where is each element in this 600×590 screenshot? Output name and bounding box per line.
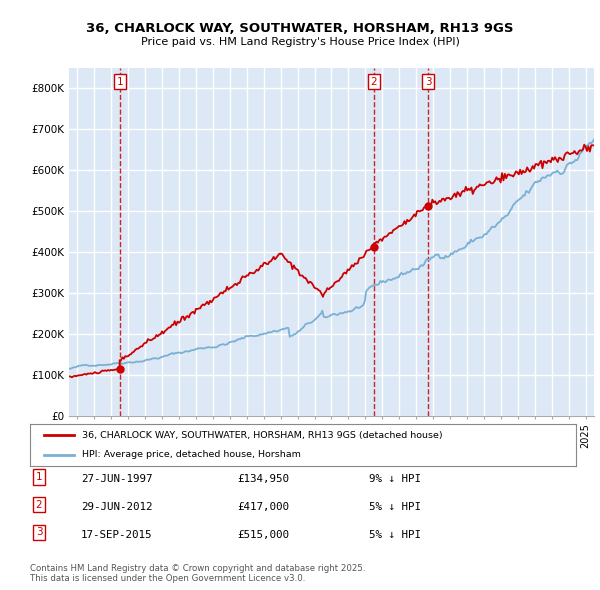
Text: £417,000: £417,000	[237, 502, 289, 512]
Text: 1: 1	[35, 472, 43, 482]
Text: 17-SEP-2015: 17-SEP-2015	[81, 530, 152, 540]
Text: £515,000: £515,000	[237, 530, 289, 540]
Text: 36, CHARLOCK WAY, SOUTHWATER, HORSHAM, RH13 9GS: 36, CHARLOCK WAY, SOUTHWATER, HORSHAM, R…	[86, 22, 514, 35]
Text: Price paid vs. HM Land Registry's House Price Index (HPI): Price paid vs. HM Land Registry's House …	[140, 37, 460, 47]
Text: 9% ↓ HPI: 9% ↓ HPI	[369, 474, 421, 484]
Text: HPI: Average price, detached house, Horsham: HPI: Average price, detached house, Hors…	[82, 450, 301, 459]
Text: £134,950: £134,950	[237, 474, 289, 484]
Text: 3: 3	[425, 77, 431, 87]
Text: 3: 3	[35, 527, 43, 537]
Text: 2: 2	[35, 500, 43, 510]
Text: 5% ↓ HPI: 5% ↓ HPI	[369, 502, 421, 512]
Text: 36, CHARLOCK WAY, SOUTHWATER, HORSHAM, RH13 9GS (detached house): 36, CHARLOCK WAY, SOUTHWATER, HORSHAM, R…	[82, 431, 442, 440]
Text: 29-JUN-2012: 29-JUN-2012	[81, 502, 152, 512]
Text: 27-JUN-1997: 27-JUN-1997	[81, 474, 152, 484]
Text: Contains HM Land Registry data © Crown copyright and database right 2025.
This d: Contains HM Land Registry data © Crown c…	[30, 563, 365, 583]
Text: 5% ↓ HPI: 5% ↓ HPI	[369, 530, 421, 540]
Text: 1: 1	[116, 77, 123, 87]
Text: 2: 2	[370, 77, 377, 87]
